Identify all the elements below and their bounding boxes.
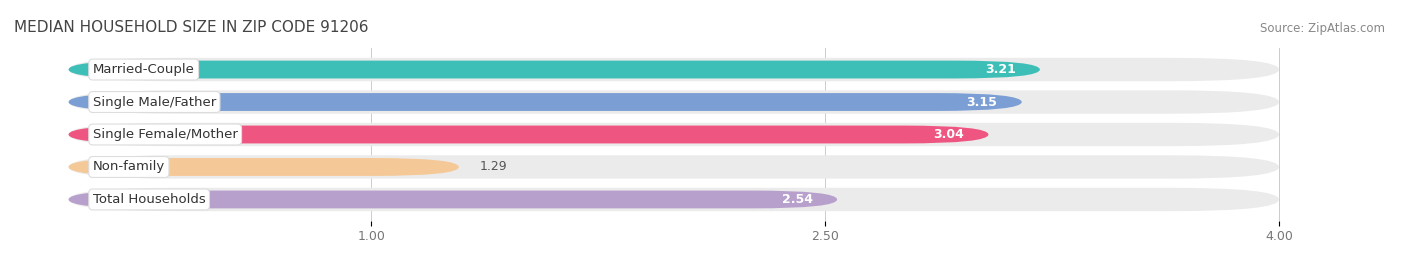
Text: 3.04: 3.04	[934, 128, 965, 141]
FancyBboxPatch shape	[69, 58, 1279, 81]
FancyBboxPatch shape	[69, 190, 837, 208]
FancyBboxPatch shape	[69, 188, 1279, 211]
Text: Single Male/Father: Single Male/Father	[93, 95, 217, 108]
FancyBboxPatch shape	[69, 126, 988, 143]
FancyBboxPatch shape	[69, 90, 1279, 114]
Text: Married-Couple: Married-Couple	[93, 63, 194, 76]
Text: Source: ZipAtlas.com: Source: ZipAtlas.com	[1260, 22, 1385, 35]
Text: 2.54: 2.54	[782, 193, 813, 206]
FancyBboxPatch shape	[69, 93, 1022, 111]
FancyBboxPatch shape	[69, 123, 1279, 146]
Text: Non-family: Non-family	[93, 161, 165, 174]
FancyBboxPatch shape	[69, 155, 1279, 179]
Text: Single Female/Mother: Single Female/Mother	[93, 128, 238, 141]
Text: 1.29: 1.29	[479, 161, 508, 174]
Text: Total Households: Total Households	[93, 193, 205, 206]
Text: MEDIAN HOUSEHOLD SIZE IN ZIP CODE 91206: MEDIAN HOUSEHOLD SIZE IN ZIP CODE 91206	[14, 20, 368, 35]
FancyBboxPatch shape	[69, 158, 458, 176]
Text: 3.21: 3.21	[984, 63, 1015, 76]
Text: 3.15: 3.15	[967, 95, 998, 108]
FancyBboxPatch shape	[69, 61, 1040, 79]
